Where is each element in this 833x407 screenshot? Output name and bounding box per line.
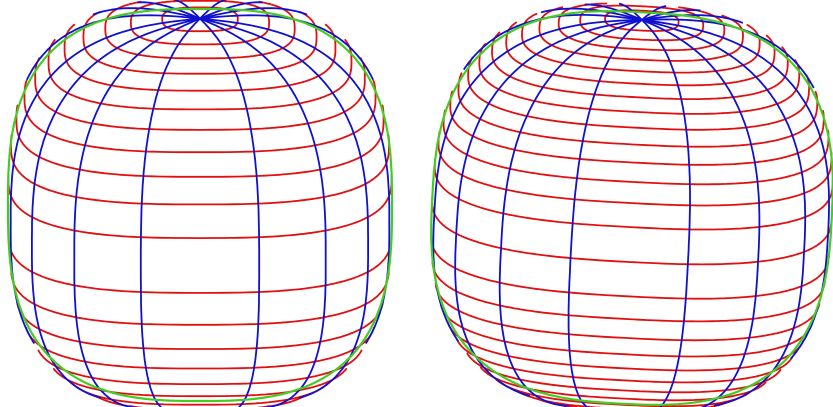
parallel bbox=[431, 260, 826, 323]
parallel bbox=[521, 13, 761, 74]
meridian bbox=[26, 14, 201, 80]
meridian bbox=[199, 17, 261, 407]
meridian bbox=[173, 0, 201, 20]
parallel bbox=[10, 271, 390, 326]
meridian bbox=[641, 14, 744, 24]
meridian bbox=[92, 7, 201, 20]
outline bbox=[430, 10, 833, 406]
parallel bbox=[579, 4, 705, 42]
meridian bbox=[199, 0, 227, 20]
parallel bbox=[440, 304, 813, 358]
meridian bbox=[584, 3, 643, 21]
meridian bbox=[641, 19, 761, 407]
meridian bbox=[498, 19, 643, 407]
parallel bbox=[25, 326, 375, 370]
parallel bbox=[130, 0, 270, 46]
meridian bbox=[199, 7, 308, 20]
meridian bbox=[641, 9, 701, 21]
meridian bbox=[641, 5, 667, 21]
parallel bbox=[466, 352, 782, 394]
parallel bbox=[7, 235, 393, 294]
parallel bbox=[480, 366, 767, 402]
deformed-sphere bbox=[6, 0, 394, 407]
meridian bbox=[540, 7, 643, 21]
parallel bbox=[513, 388, 731, 407]
meridian bbox=[463, 14, 643, 70]
meridian bbox=[199, 14, 374, 80]
meridian bbox=[199, 1, 263, 20]
meridian bbox=[139, 17, 201, 407]
parallel bbox=[456, 338, 794, 384]
meridian bbox=[641, 19, 807, 407]
outline bbox=[6, 7, 394, 403]
meridian bbox=[31, 17, 201, 399]
meridian bbox=[567, 19, 643, 407]
parallel bbox=[430, 234, 830, 300]
meridian bbox=[199, 17, 369, 399]
meridian bbox=[641, 18, 815, 89]
meridian bbox=[618, 2, 643, 21]
meridian bbox=[137, 1, 201, 20]
parallel bbox=[447, 321, 804, 372]
parallel bbox=[95, 395, 305, 407]
meridian bbox=[454, 19, 643, 397]
parallel bbox=[434, 282, 821, 342]
meridian bbox=[641, 19, 691, 407]
parallel bbox=[53, 368, 347, 398]
parallel bbox=[431, 196, 833, 266]
